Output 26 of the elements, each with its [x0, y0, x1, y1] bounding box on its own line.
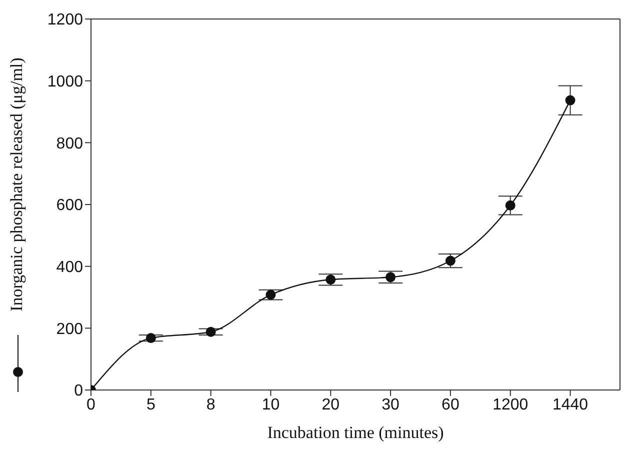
x-tick-label: 1440 [552, 396, 588, 414]
x-tick-label: 5 [146, 396, 156, 414]
x-tick-label: 20 [322, 396, 340, 414]
x-tick-label: 10 [262, 396, 280, 414]
point [206, 326, 216, 337]
point [505, 200, 516, 210]
point [146, 333, 156, 344]
point [326, 274, 336, 285]
y-tick-label: 0 [74, 382, 84, 400]
y-axis-title: Inorganic phosphate released (μg/ml) [6, 58, 26, 312]
x-tick-label: 0 [86, 396, 96, 414]
y-tick-label: 1000 [47, 74, 84, 91]
point [266, 290, 276, 300]
point [386, 272, 396, 282]
x-tick-label: 8 [206, 396, 216, 414]
x-tick-label: 1200 [492, 396, 528, 414]
point [445, 256, 456, 266]
point [565, 95, 576, 106]
y-tick-label: 200 [56, 320, 84, 338]
y-tick-label: 400 [56, 259, 84, 276]
x-tick-label: 60 [442, 396, 460, 414]
y-tick-label: 600 [56, 197, 84, 214]
y-tick-label: 800 [56, 135, 84, 152]
x-axis-title: Incubation time (minutes) [267, 423, 444, 442]
x-tick-label: 30 [382, 396, 400, 414]
y-tick-label: 1200 [47, 12, 84, 29]
